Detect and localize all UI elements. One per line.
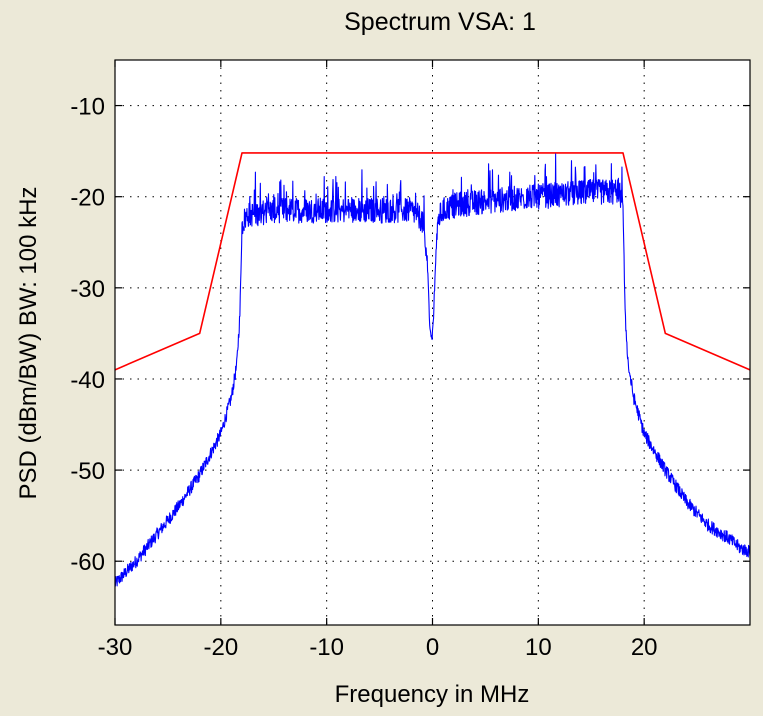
y-tick-label: -60 xyxy=(70,549,105,576)
plot-border xyxy=(114,59,751,626)
y-tick-label: -10 xyxy=(70,94,105,121)
psd-line xyxy=(114,153,751,587)
chart-title: Spectrum VSA: 1 xyxy=(344,8,536,36)
y-tick-label: -50 xyxy=(70,458,105,485)
y-axis-label: PSD (dBm/BW) BW: 100 kHz xyxy=(15,187,42,500)
y-tick-label: -40 xyxy=(70,367,105,394)
grid-lines xyxy=(115,60,750,625)
series-group xyxy=(114,152,751,587)
x-tick-label: -20 xyxy=(203,634,238,661)
x-axis-label: Frequency in MHz xyxy=(335,681,530,708)
x-tick-label: 0 xyxy=(426,634,439,661)
x-tick-label: 20 xyxy=(631,634,658,661)
y-tick-label: -30 xyxy=(70,276,105,303)
x-tick-label: -10 xyxy=(309,634,344,661)
y-tick-label: -20 xyxy=(70,185,105,212)
x-tick-label: -30 xyxy=(98,634,133,661)
mask-line xyxy=(114,152,751,371)
plot-area xyxy=(115,60,750,625)
x-tick-label: 10 xyxy=(525,634,552,661)
axis-ticks: -30 -20 -10 0 10 20 -60 -50 -40 -30 -20 -10 xyxy=(70,60,750,661)
